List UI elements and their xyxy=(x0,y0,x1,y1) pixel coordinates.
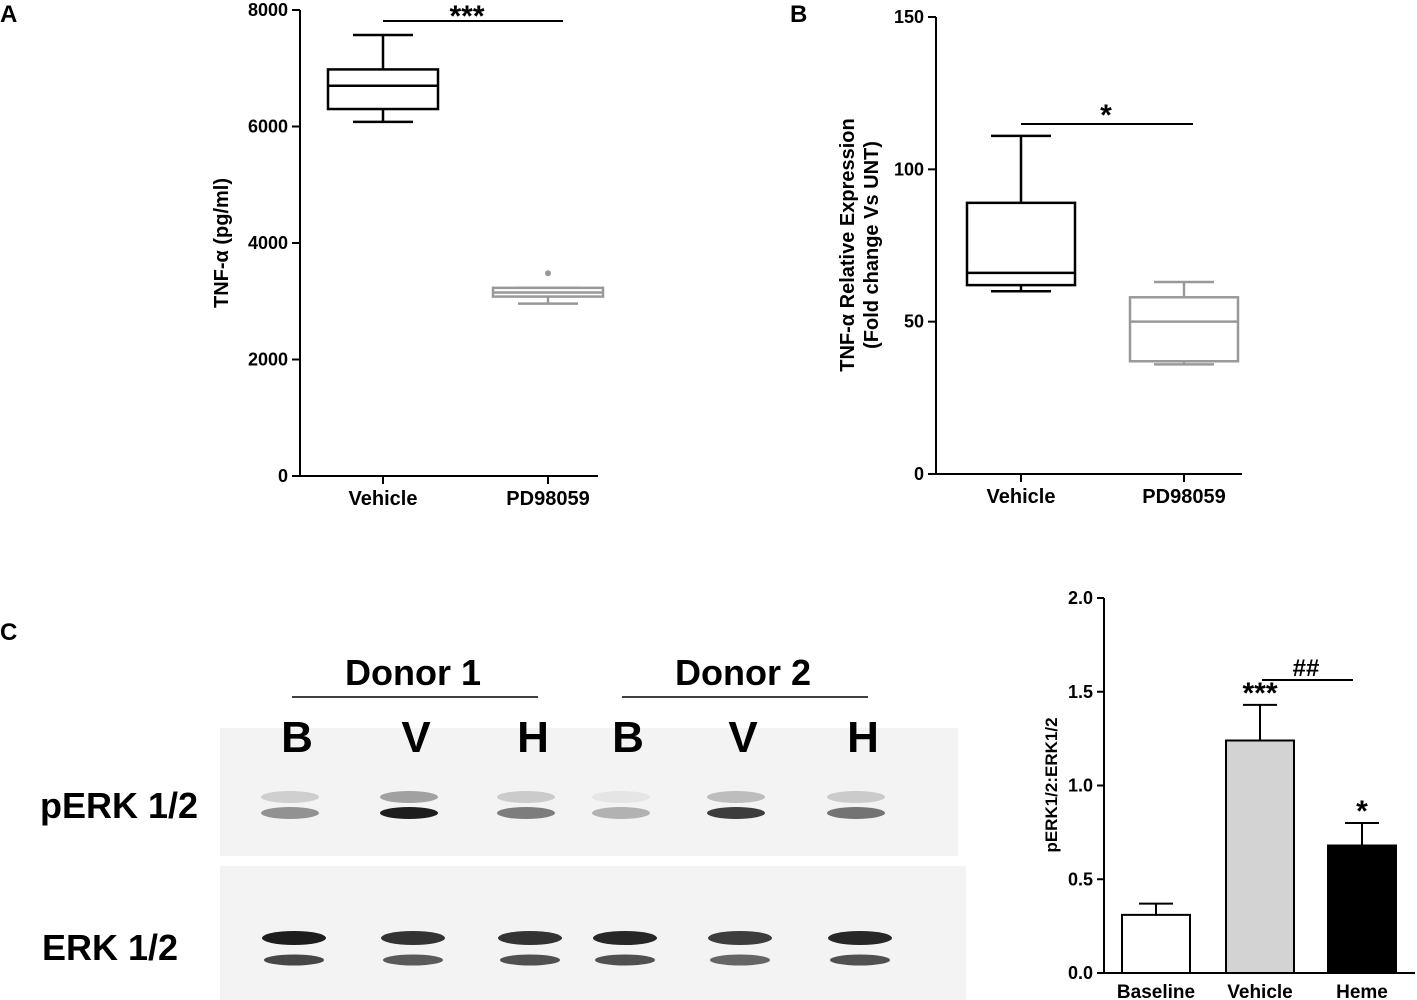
chart-a-ytick-label: 6000 xyxy=(248,117,288,137)
chart-c-xtick-heme: Heme xyxy=(1336,982,1388,1000)
blot-perk-band-upper xyxy=(707,791,765,803)
chart-c-bar xyxy=(1121,913,1191,974)
chart-b-significance-label: * xyxy=(1100,99,1112,132)
blot-perk-band-lower xyxy=(261,807,319,819)
blot-perk-band-upper xyxy=(497,791,555,803)
chart-a-tnf-elisa: TNF-α (pg/ml) Vehicle PD98059 *** 0 2000 4… xyxy=(211,0,605,510)
chart-c-bar-significance: * xyxy=(1356,795,1368,828)
blot-perk-band-lower xyxy=(497,807,555,819)
blot-erk-band-lower xyxy=(595,954,655,966)
chart-a-ytick-label: 0 xyxy=(278,466,288,486)
blot-lane-label: V xyxy=(728,713,758,762)
chart-b-ylabel-line2: (Fold change Vs UNT) xyxy=(861,141,883,349)
chart-a-xtick-pd98059: PD98059 xyxy=(506,488,589,510)
blot-lane-label: H xyxy=(517,713,549,762)
chart-c-ytick-label: 2.0 xyxy=(1068,588,1093,608)
blot-lane-label: H xyxy=(847,713,879,762)
chart-c-significance-label: ## xyxy=(1293,655,1320,682)
panel-label-a: A xyxy=(0,1,17,28)
chart-c-ytick-label: 1.0 xyxy=(1068,776,1093,796)
chart-b-ytick-label: 0 xyxy=(914,464,924,484)
blot-row-label-erk: ERK 1/2 xyxy=(42,927,178,968)
blot-perk-band-lower xyxy=(592,807,650,819)
chart-a-ytick-label: 4000 xyxy=(248,233,288,253)
chart-a-ylabel: TNF-α (pg/ml) xyxy=(211,178,233,308)
blot-erk-band-upper xyxy=(262,931,326,945)
chart-b-xtick-vehicle: Vehicle xyxy=(987,486,1056,508)
chart-c-bar xyxy=(1225,739,1295,974)
panel-label-b: B xyxy=(790,1,807,28)
chart-b-ytick-label: 150 xyxy=(894,7,924,27)
chart-b-ylabel-line1: TNF-α Relative Expression xyxy=(837,118,859,371)
panel-label-c: C xyxy=(0,619,17,646)
chart-b-box xyxy=(965,201,1077,287)
blot-lane-label: B xyxy=(281,713,313,762)
chart-b-box xyxy=(1128,296,1240,363)
chart-c-xtick-baseline: Baseline xyxy=(1117,982,1195,1000)
blot-erk-band-lower xyxy=(830,954,890,966)
blot-perk-band-upper xyxy=(592,791,650,803)
chart-a-box xyxy=(326,68,440,111)
blot-perk-band-lower xyxy=(380,807,438,819)
chart-a-ytick-label: 8000 xyxy=(248,0,288,20)
blot-row-label-perk: pERK 1/2 xyxy=(40,785,198,826)
chart-c-perk-ratio: pERK1/2:ERK1/2 Baseline Vehicle Heme ## … xyxy=(1042,588,1415,1000)
blot-erk-band-upper xyxy=(593,931,657,945)
blot-erk-band-lower xyxy=(383,954,443,966)
blot-donor-1-label: Donor 1 xyxy=(345,652,481,693)
chart-a-ytick-label: 2000 xyxy=(248,350,288,370)
chart-c-xtick-vehicle: Vehicle xyxy=(1227,982,1293,1000)
chart-b-tnf-expression: TNF-α Relative Expression (Fold change V… xyxy=(837,7,1242,508)
chart-c-bar xyxy=(1327,844,1397,974)
blot-perk-membrane xyxy=(220,728,958,856)
blot-lane-label: V xyxy=(401,713,431,762)
blot-lane-label: B xyxy=(612,713,644,762)
chart-a-outlier-point xyxy=(545,270,551,277)
blot-erk-band-upper xyxy=(828,931,892,945)
chart-c-ylabel: pERK1/2:ERK1/2 xyxy=(1042,717,1061,852)
chart-c-ytick-label: 1.5 xyxy=(1068,682,1093,702)
chart-a-xtick-vehicle: Vehicle xyxy=(349,488,418,510)
blot-perk-band-lower xyxy=(707,807,765,819)
blot-perk-band-lower xyxy=(827,807,885,819)
blot-donor-2-label: Donor 2 xyxy=(675,652,811,693)
blot-erk-band-upper xyxy=(381,931,445,945)
blot-perk-band-upper xyxy=(827,791,885,803)
blot-erk-band-upper xyxy=(498,931,562,945)
chart-c-ytick-label: 0.0 xyxy=(1068,963,1093,983)
chart-b-ytick-label: 100 xyxy=(894,159,924,179)
blot-erk-band-upper xyxy=(708,931,772,945)
blot-perk-band-upper xyxy=(380,791,438,803)
chart-c-bar-significance: *** xyxy=(1242,677,1277,710)
blot-erk-band-lower xyxy=(264,954,324,966)
chart-b-xtick-pd98059: PD98059 xyxy=(1142,486,1225,508)
chart-c-ytick-label: 0.5 xyxy=(1068,869,1093,889)
western-blot: Donor 1 Donor 2 pERK 1/2 ERK 1/2 B V H B V H xyxy=(40,652,966,1000)
chart-a-significance-label: *** xyxy=(449,0,484,33)
blot-perk-band-upper xyxy=(261,791,319,803)
blot-erk-band-lower xyxy=(500,954,560,966)
chart-b-ytick-label: 50 xyxy=(904,312,924,332)
blot-erk-band-lower xyxy=(710,954,770,966)
